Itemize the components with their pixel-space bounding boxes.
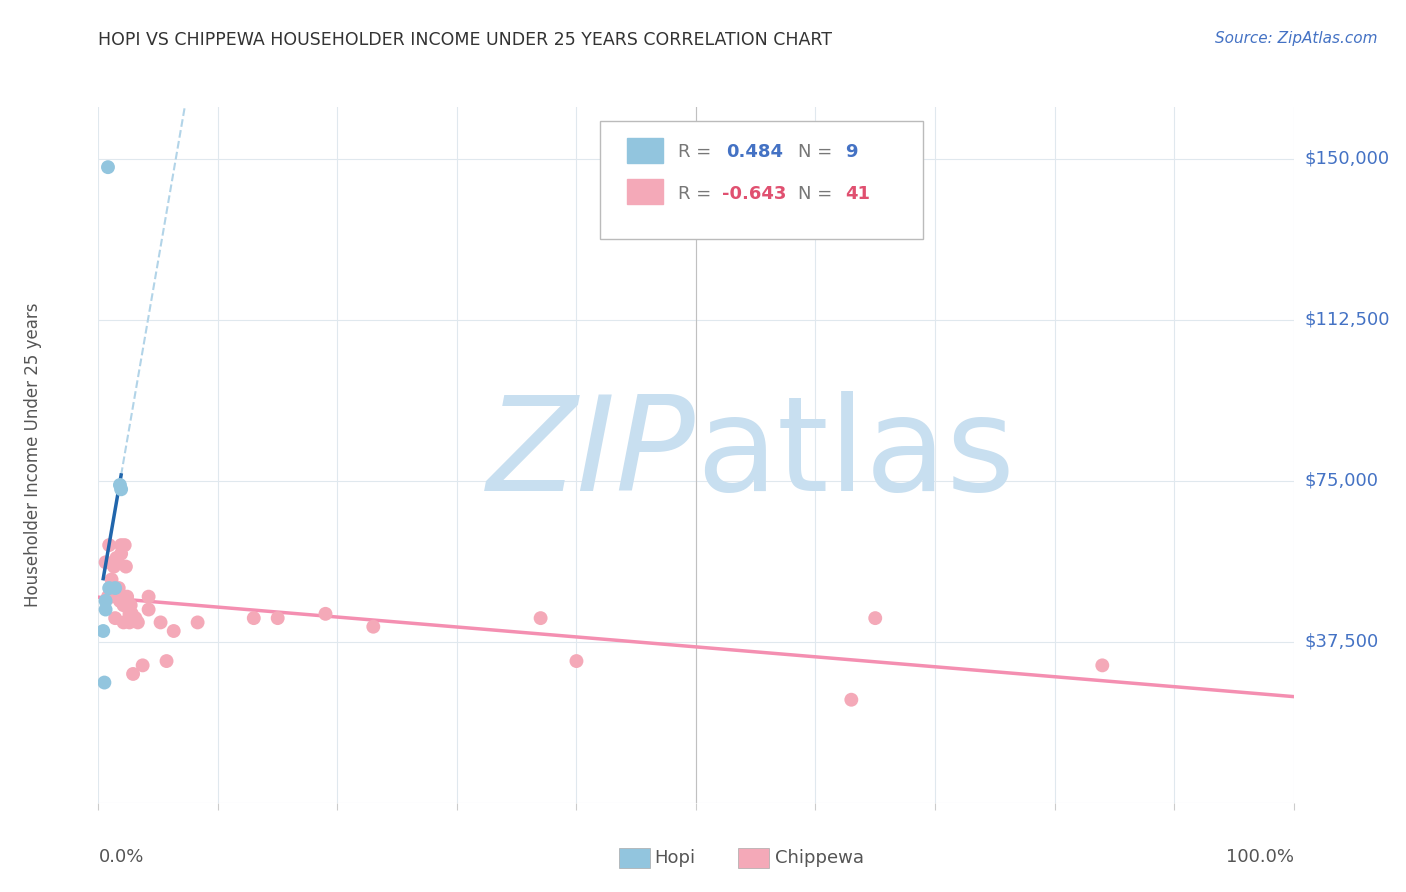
- Point: [93, 675, 115, 690]
- Point: [529, 611, 551, 625]
- Text: atlas: atlas: [696, 392, 1015, 518]
- Text: R =: R =: [678, 144, 717, 161]
- Point: [122, 667, 145, 681]
- Text: $37,500: $37,500: [1305, 632, 1379, 651]
- Text: Hopi: Hopi: [654, 849, 695, 867]
- Point: [94, 602, 117, 616]
- Text: $112,500: $112,500: [1305, 310, 1391, 328]
- Point: [105, 551, 128, 566]
- Point: [114, 538, 136, 552]
- Point: [104, 581, 127, 595]
- Text: 0.484: 0.484: [725, 144, 783, 161]
- Bar: [627, 137, 662, 162]
- Point: [112, 615, 135, 630]
- Point: [163, 624, 186, 638]
- Point: [267, 611, 290, 625]
- Point: [110, 538, 132, 552]
- Point: [127, 615, 149, 630]
- Point: [94, 555, 117, 569]
- Point: [108, 594, 131, 608]
- Text: HOPI VS CHIPPEWA HOUSEHOLDER INCOME UNDER 25 YEARS CORRELATION CHART: HOPI VS CHIPPEWA HOUSEHOLDER INCOME UNDE…: [98, 31, 832, 49]
- Text: 0.0%: 0.0%: [98, 848, 143, 866]
- Point: [108, 478, 131, 492]
- Point: [131, 658, 153, 673]
- Point: [107, 555, 129, 569]
- Text: Source: ZipAtlas.com: Source: ZipAtlas.com: [1215, 31, 1378, 46]
- Point: [110, 483, 132, 497]
- Text: -0.643: -0.643: [723, 185, 786, 203]
- Point: [315, 607, 337, 621]
- Point: [565, 654, 588, 668]
- Point: [115, 559, 138, 574]
- Point: [98, 581, 121, 595]
- Point: [97, 160, 120, 174]
- Text: 9: 9: [845, 144, 858, 161]
- Point: [100, 590, 122, 604]
- FancyBboxPatch shape: [600, 121, 922, 239]
- Point: [1091, 658, 1114, 673]
- Text: Householder Income Under 25 years: Householder Income Under 25 years: [24, 302, 42, 607]
- Text: 100.0%: 100.0%: [1226, 848, 1294, 866]
- Point: [103, 559, 125, 574]
- Point: [363, 620, 385, 634]
- Text: N =: N =: [797, 144, 838, 161]
- Point: [118, 615, 141, 630]
- Point: [98, 538, 121, 552]
- Point: [107, 581, 129, 595]
- Text: $150,000: $150,000: [1305, 150, 1389, 168]
- Point: [863, 611, 886, 625]
- Point: [138, 602, 160, 616]
- Text: Chippewa: Chippewa: [775, 849, 863, 867]
- Point: [121, 607, 143, 621]
- Point: [124, 611, 146, 625]
- Point: [115, 590, 138, 604]
- Point: [155, 654, 177, 668]
- Point: [243, 611, 266, 625]
- Point: [97, 590, 120, 604]
- Point: [94, 594, 117, 608]
- Point: [104, 611, 127, 625]
- Point: [120, 599, 142, 613]
- Text: R =: R =: [678, 185, 717, 203]
- Text: $75,000: $75,000: [1305, 472, 1379, 490]
- Point: [138, 590, 160, 604]
- Bar: [627, 179, 662, 204]
- Point: [839, 692, 862, 706]
- Text: 41: 41: [845, 185, 870, 203]
- Point: [100, 573, 122, 587]
- Point: [149, 615, 172, 630]
- Text: ZIP: ZIP: [486, 392, 696, 518]
- Point: [118, 607, 141, 621]
- Point: [112, 599, 135, 613]
- Text: N =: N =: [797, 185, 838, 203]
- Point: [187, 615, 209, 630]
- Point: [110, 547, 132, 561]
- Point: [91, 624, 114, 638]
